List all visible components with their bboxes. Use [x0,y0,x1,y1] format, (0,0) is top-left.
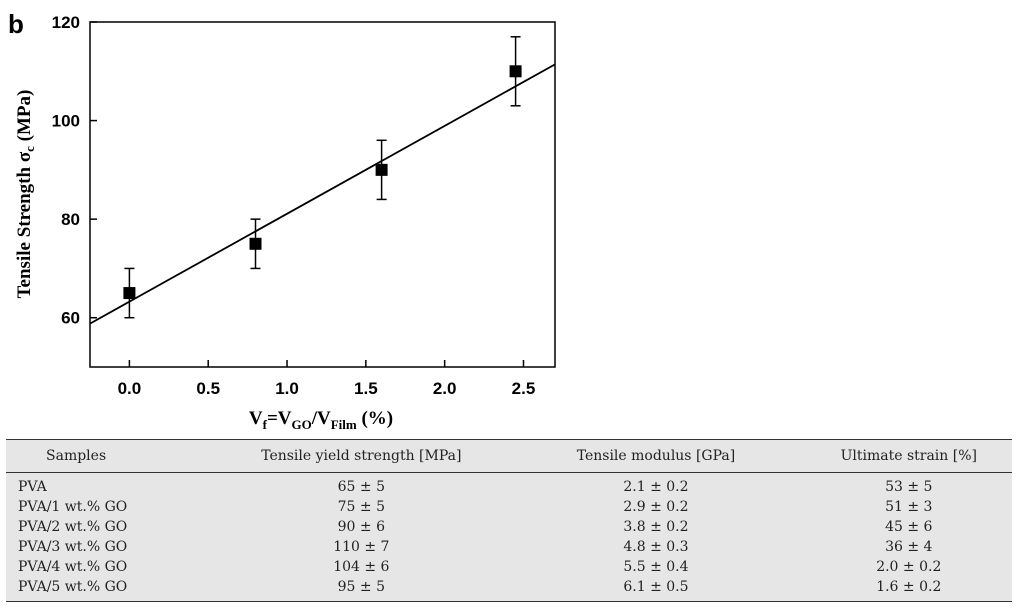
fit-line [89,63,556,325]
y-axis-title-sub: c [22,146,37,152]
x-tick-label: 0.5 [196,379,220,398]
table-row: PVA/1 wt.% GO 75 ± 5 2.9 ± 0.2 51 ± 3 [6,497,1012,517]
plot-frame [89,21,556,368]
cell-sample: PVA [18,479,47,495]
cell-yield-strength: 90 ± 6 [337,519,385,535]
table-header-row: Samples Tensile yield strength [MPa] Ten… [6,439,1012,473]
table-body: PVA 65 ± 5 2.1 ± 0.2 53 ± 5 PVA/1 wt.% G… [6,472,1012,602]
cell-ultimate-strain: 2.0 ± 0.2 [876,559,942,575]
x-axis-title-slash: /V [311,408,331,429]
x-axis-title-eq: =V [267,408,292,429]
x-axis-title-go: GO [292,417,312,432]
cell-modulus: 4.8 ± 0.3 [623,539,689,555]
y-tick-label: 80 [61,210,80,229]
table-row: PVA/5 wt.% GO 95 ± 5 6.1 ± 0.5 1.6 ± 0.2 [6,577,1012,602]
data-point [375,163,388,176]
panel-label: b [8,9,24,39]
cell-ultimate-strain: 1.6 ± 0.2 [805,577,1012,602]
y-tick-label: 60 [61,309,80,328]
cell-modulus: 5.5 ± 0.4 [623,559,689,575]
fit-line-group [89,63,556,325]
table-row: PVA/4 wt.% GO 104 ± 6 5.5 ± 0.4 2.0 ± 0.… [6,557,1012,577]
x-tick-label: 1.0 [275,379,299,398]
x-axis-title-f: f [263,417,268,432]
y-axis-title-main: Tensile Strength σ [14,151,35,298]
cell-ultimate-strain: 36 ± 4 [885,539,933,555]
header-samples: Samples [6,439,217,473]
data-points [123,36,522,319]
y-axis-title-unit: (MPa) [14,90,35,146]
cell-modulus: 6.1 ± 0.5 [506,577,806,602]
y-tick-label: 100 [52,112,80,131]
cell-sample: PVA/5 wt.% GO [6,577,217,602]
table-row: PVA/2 wt.% GO 90 ± 6 3.8 ± 0.2 45 ± 6 [6,517,1012,537]
cell-ultimate-strain: 45 ± 6 [885,519,933,535]
cell-sample: PVA/4 wt.% GO [18,559,128,575]
table-row: PVA 65 ± 5 2.1 ± 0.2 53 ± 5 [6,473,1012,498]
data-point [249,237,262,250]
cell-ultimate-strain: 53 ± 5 [885,479,933,495]
table-header: Samples Tensile yield strength [MPa] Ten… [6,439,1012,473]
x-tick-label: 2.5 [512,379,536,398]
x-axis-title-v: V [249,408,263,429]
x-tick-label: 2.0 [433,379,457,398]
tensile-strength-chart: b 0.0 0.5 1.0 1.5 2.0 2.5 60 80 100 120 Tensile S… [8,9,556,432]
cell-sample: PVA/3 wt.% GO [18,539,128,555]
data-point [509,65,522,78]
cell-ultimate-strain: 51 ± 3 [885,499,933,515]
x-tick-label: 0.0 [118,379,142,398]
data-point [123,287,136,300]
x-tick-label: 1.5 [354,379,378,398]
axis-ticks: 0.0 0.5 1.0 1.5 2.0 2.5 60 80 100 120 [52,13,536,398]
y-tick-label: 120 [52,13,80,32]
cell-sample: PVA/1 wt.% GO [18,499,128,515]
header-modulus: Tensile modulus [GPa] [506,439,806,473]
cell-modulus: 3.8 ± 0.2 [623,519,689,535]
y-axis-title: Tensile Strength σc (MPa) [14,90,37,299]
cell-yield-strength: 65 ± 5 [337,479,385,495]
cell-modulus: 2.9 ± 0.2 [623,499,689,515]
cell-yield-strength: 110 ± 7 [333,539,390,555]
x-axis-title: Vf=VGO/VFilm (%) [249,408,393,432]
header-yield-strength: Tensile yield strength [MPa] [216,439,507,473]
cell-yield-strength: 95 ± 5 [216,577,507,602]
cell-sample: PVA/2 wt.% GO [18,519,128,535]
x-axis-title-unit: (%) [357,408,393,429]
x-axis-title-film: Film [331,417,357,432]
cell-yield-strength: 104 ± 6 [333,559,390,575]
results-table: Samples Tensile yield strength [MPa] Ten… [6,439,1012,602]
cell-yield-strength: 75 ± 5 [337,499,385,515]
header-ultimate-strain: Ultimate strain [%] [805,439,1012,473]
table-row: PVA/3 wt.% GO 110 ± 7 4.8 ± 0.3 36 ± 4 [6,537,1012,557]
cell-modulus: 2.1 ± 0.2 [623,479,689,495]
